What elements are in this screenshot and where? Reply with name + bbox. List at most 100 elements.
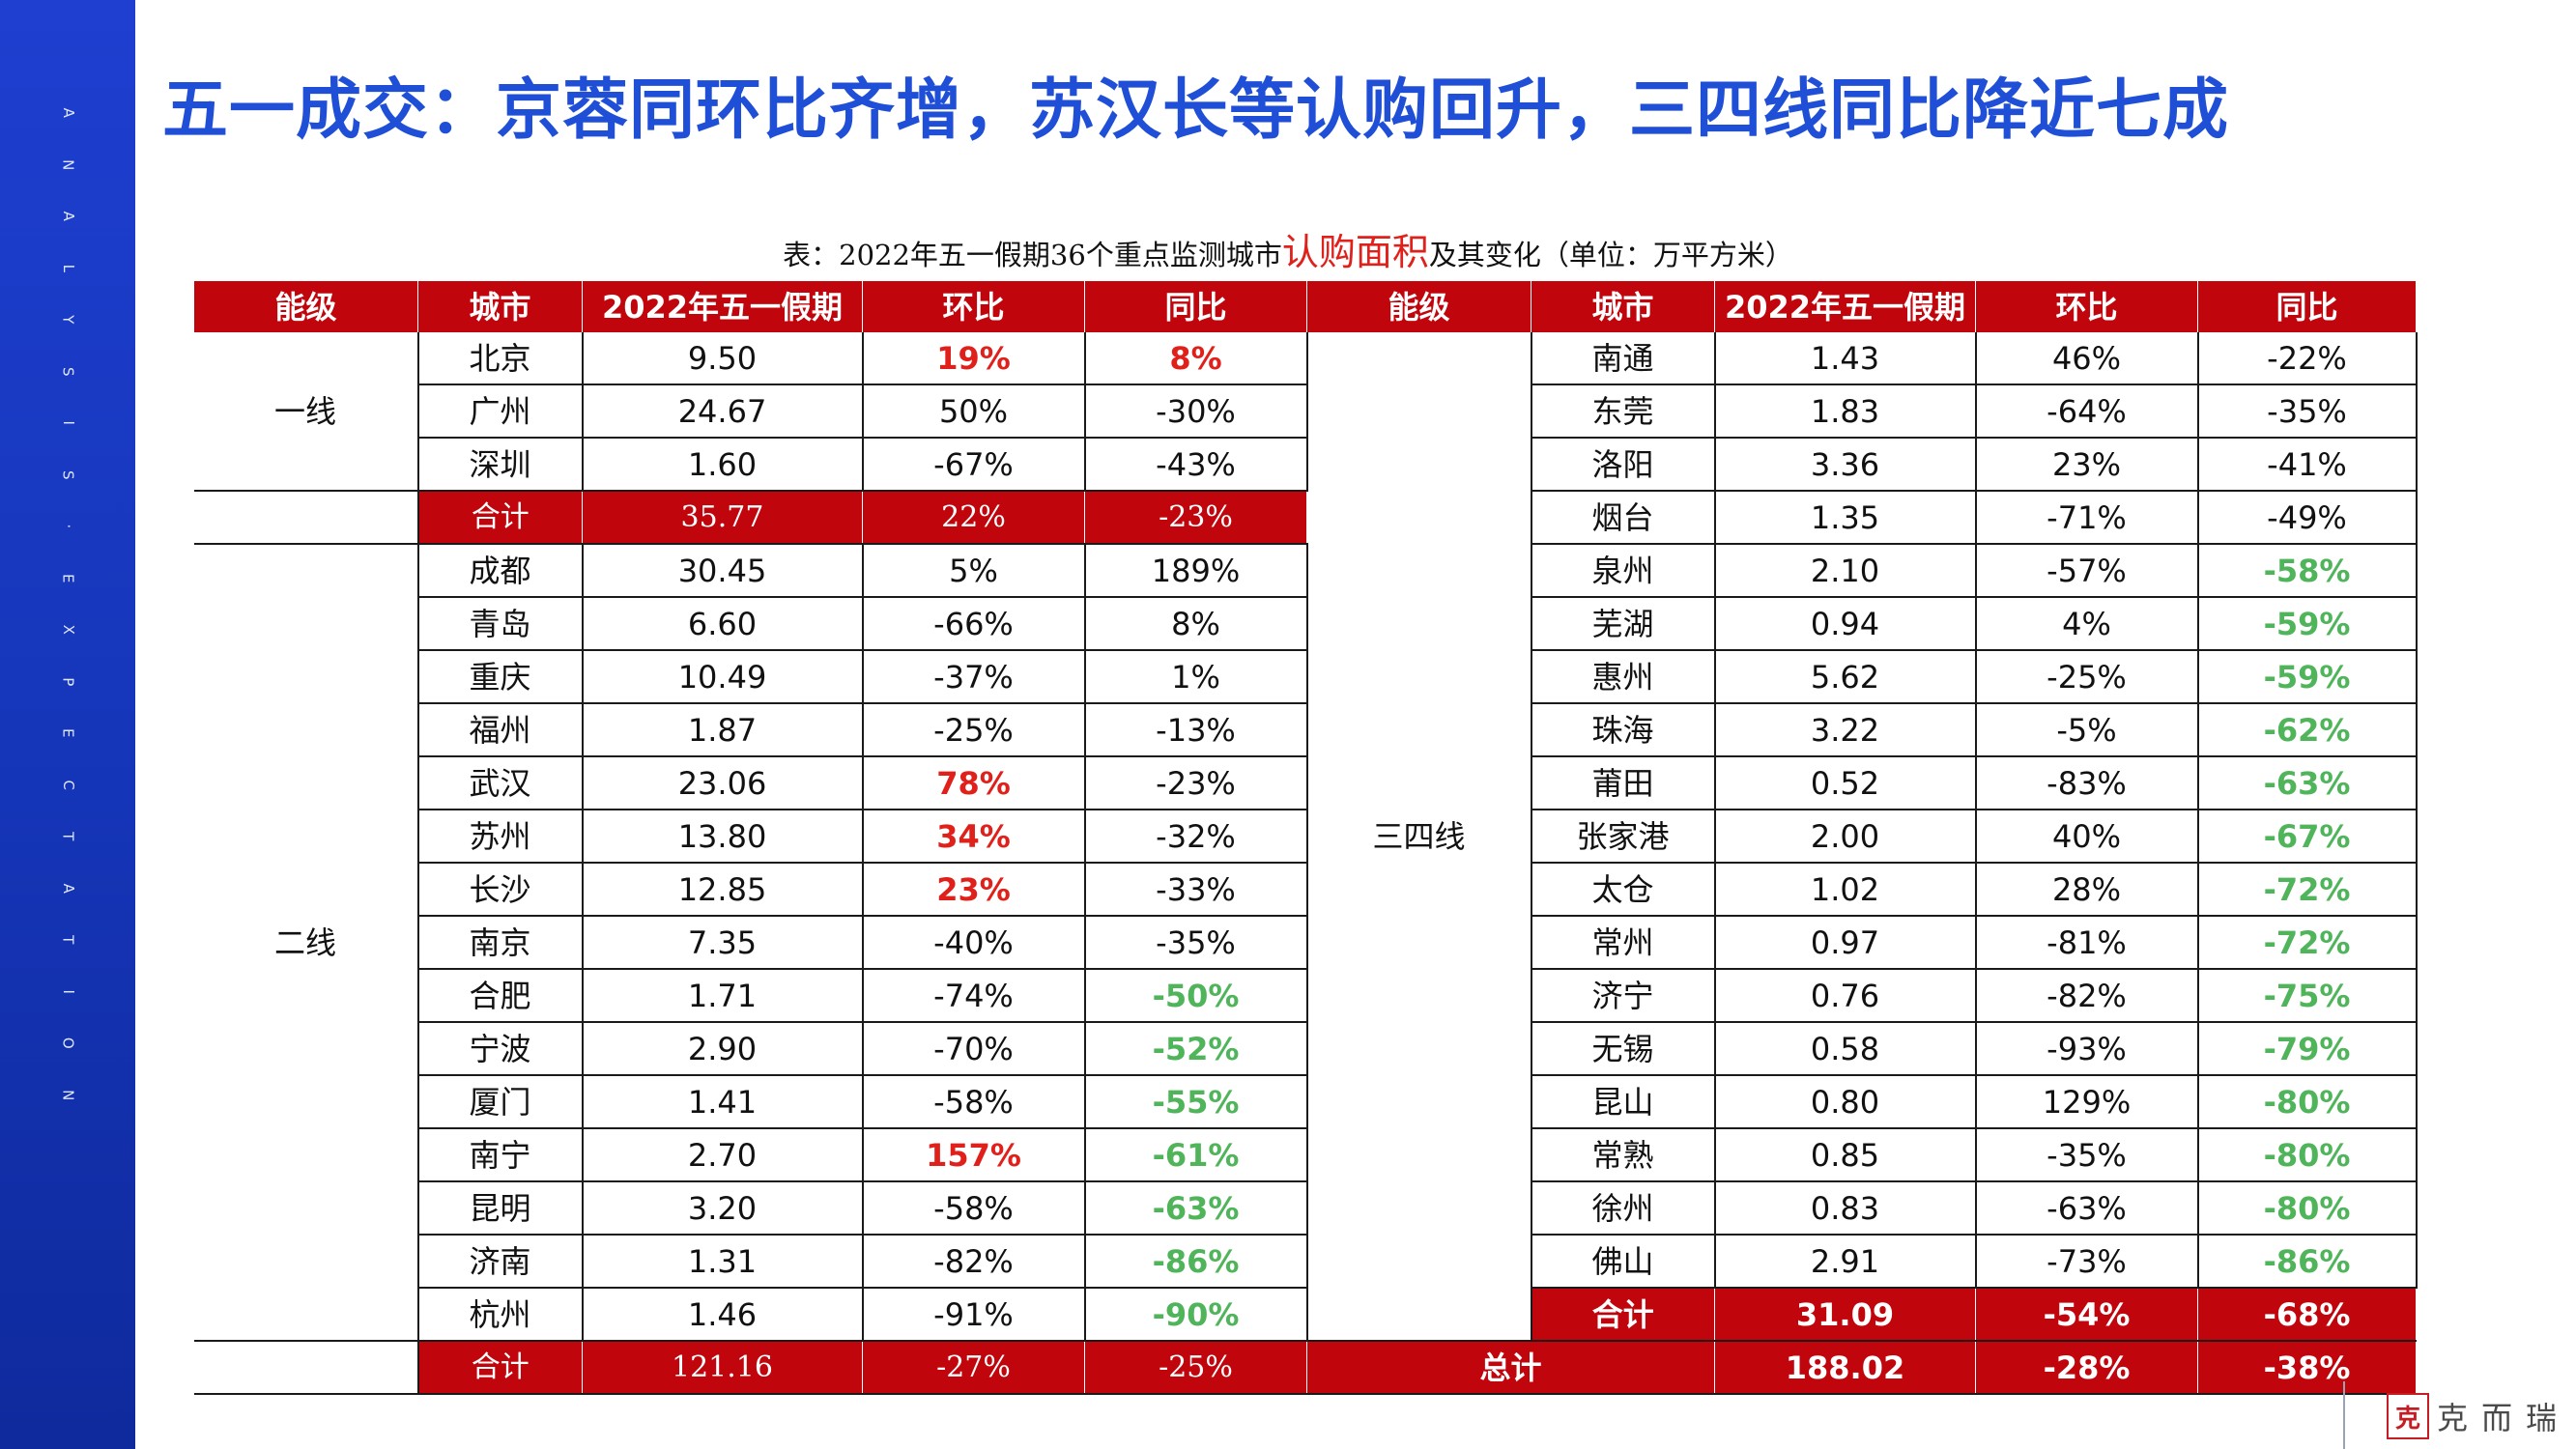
yoy-change: -80% [2197, 1075, 2418, 1129]
subtotal-value: 35.77 [582, 491, 863, 545]
area-value: 0.80 [1714, 1075, 1977, 1129]
sidebar-letter: A [59, 883, 77, 894]
sidebar-letter: P [59, 676, 77, 686]
city-name: 合肥 [417, 969, 584, 1023]
table-row: 二线 成都 30.45 5% 189% 泉州 2.10 -57% -58% [193, 544, 2418, 1342]
area-value: 0.58 [1714, 1022, 1977, 1076]
area-value: 1.02 [1714, 863, 1977, 917]
header-city: 城市 [417, 281, 583, 332]
mom-change: -74% [862, 969, 1086, 1023]
yoy-change: -35% [2197, 384, 2418, 439]
table-row: 重庆 10.49 -37% 1% 惠州 5.62 -25% -59% [194, 650, 2418, 704]
sidebar-letter: I [59, 989, 77, 994]
yoy-change: -61% [1084, 1128, 1308, 1182]
yoy-change: -58% [2197, 544, 2418, 598]
subtotal-yoy: -25% [1084, 1341, 1307, 1395]
city-name: 福州 [417, 703, 584, 757]
yoy-change: -32% [1084, 810, 1308, 864]
city-name: 莆田 [1531, 756, 1716, 810]
area-value: 2.10 [1714, 544, 1977, 598]
mom-change: 28% [1975, 863, 2199, 917]
yoy-change: 8% [1084, 332, 1308, 385]
mom-change: -82% [862, 1235, 1086, 1289]
header-city-right: 城市 [1531, 281, 1715, 332]
tier-blank [193, 1341, 419, 1395]
grand-total-yoy: -38% [2197, 1341, 2417, 1395]
yoy-change: -22% [2197, 332, 2418, 385]
mom-change: 129% [1975, 1075, 2199, 1129]
mom-change: -63% [1975, 1181, 2199, 1236]
city-name: 南通 [1531, 332, 1716, 385]
yoy-change: -50% [1084, 969, 1308, 1023]
mom-change: 157% [862, 1128, 1086, 1182]
yoy-change: -63% [2197, 756, 2418, 810]
city-name: 常熟 [1531, 1128, 1716, 1182]
mom-change: -58% [862, 1181, 1086, 1236]
table-row: 广州 24.67 50% -30% 东莞 1.83 -64% -35% [194, 384, 2418, 439]
yoy-change: -59% [2197, 597, 2418, 651]
yoy-change: -52% [1084, 1022, 1308, 1076]
city-name: 重庆 [417, 650, 584, 704]
table-row: 昆明 3.20 -58% -63% 徐州 0.83 -63% -80% [194, 1181, 2418, 1236]
mom-change: 34% [862, 810, 1086, 864]
city-name: 常州 [1531, 916, 1716, 970]
mom-change: -67% [862, 438, 1086, 492]
area-value: 1.35 [1714, 491, 1977, 545]
area-value: 23.06 [582, 756, 864, 810]
sidebar-letter: X [59, 624, 77, 635]
yoy-change: 1% [1084, 650, 1308, 704]
mom-change: -73% [1975, 1235, 2199, 1289]
subtotal-mom: -27% [862, 1341, 1085, 1395]
grand-total-mom: -28% [1975, 1341, 2198, 1395]
subtotal-yoy: -23% [1084, 491, 1307, 545]
sidebar-letter: O [59, 1037, 77, 1049]
mom-change: 50% [862, 384, 1086, 439]
city-name: 昆明 [417, 1181, 584, 1236]
city-name: 杭州 [417, 1288, 584, 1342]
city-name: 芜湖 [1531, 597, 1716, 651]
area-value: 2.90 [582, 1022, 864, 1076]
mom-change: 5% [862, 544, 1086, 598]
subtotal-yoy: -68% [2197, 1288, 2417, 1342]
area-value: 0.97 [1714, 916, 1977, 970]
yoy-change: -80% [2197, 1128, 2418, 1182]
city-name: 无锡 [1531, 1022, 1716, 1076]
sidebar-letter: N [59, 1089, 77, 1100]
area-value: 0.85 [1714, 1128, 1977, 1182]
table-row: 合计 35.77 22% -23% 烟台 1.35 -71% -49% [193, 491, 2418, 545]
yoy-change: -67% [2197, 810, 2418, 864]
yoy-change: -13% [1084, 703, 1308, 757]
city-name: 深圳 [417, 438, 584, 492]
table-row: 合肥 1.71 -74% -50% 济宁 0.76 -82% -75% [194, 969, 2418, 1023]
yoy-change: 8% [1084, 597, 1308, 651]
mom-change: -93% [1975, 1022, 2199, 1076]
header-tier-right: 能级 [1306, 281, 1531, 332]
city-name: 武汉 [417, 756, 584, 810]
mom-change: 78% [862, 756, 1086, 810]
area-value: 13.80 [582, 810, 864, 864]
table-row: 杭州 1.46 -91% -90% 合计 31.09 -54% -68% [194, 1288, 2417, 1342]
mom-change: -71% [1975, 491, 2199, 545]
yoy-change: -75% [2197, 969, 2418, 1023]
tier-label: 二线 [193, 544, 419, 1342]
area-value: 0.52 [1714, 756, 1977, 810]
area-value: 10.49 [582, 650, 864, 704]
mom-change: -5% [1975, 703, 2199, 757]
sidebar-letter: T [59, 935, 77, 945]
area-value: 2.70 [582, 1128, 864, 1182]
area-value: 1.60 [582, 438, 864, 492]
area-value: 1.83 [1714, 384, 1977, 439]
sidebar-letter: S [59, 366, 77, 377]
mom-change: -25% [862, 703, 1086, 757]
table-row: 合计 121.16 -27% -25% 总计 188.02 -28% -38% [193, 1341, 2417, 1395]
area-value: 24.67 [582, 384, 864, 439]
table-row: 南宁 2.70 157% -61% 常熟 0.85 -35% -80% [194, 1128, 2418, 1182]
sidebar-letter: S [59, 469, 77, 480]
mom-change: -25% [1975, 650, 2199, 704]
city-name: 长沙 [417, 863, 584, 917]
mom-change: -58% [862, 1075, 1086, 1129]
sidebar-letter: E [59, 573, 77, 582]
grand-total-label: 总计 [1306, 1341, 1715, 1395]
area-value: 30.45 [582, 544, 864, 598]
yoy-change: -55% [1084, 1075, 1308, 1129]
